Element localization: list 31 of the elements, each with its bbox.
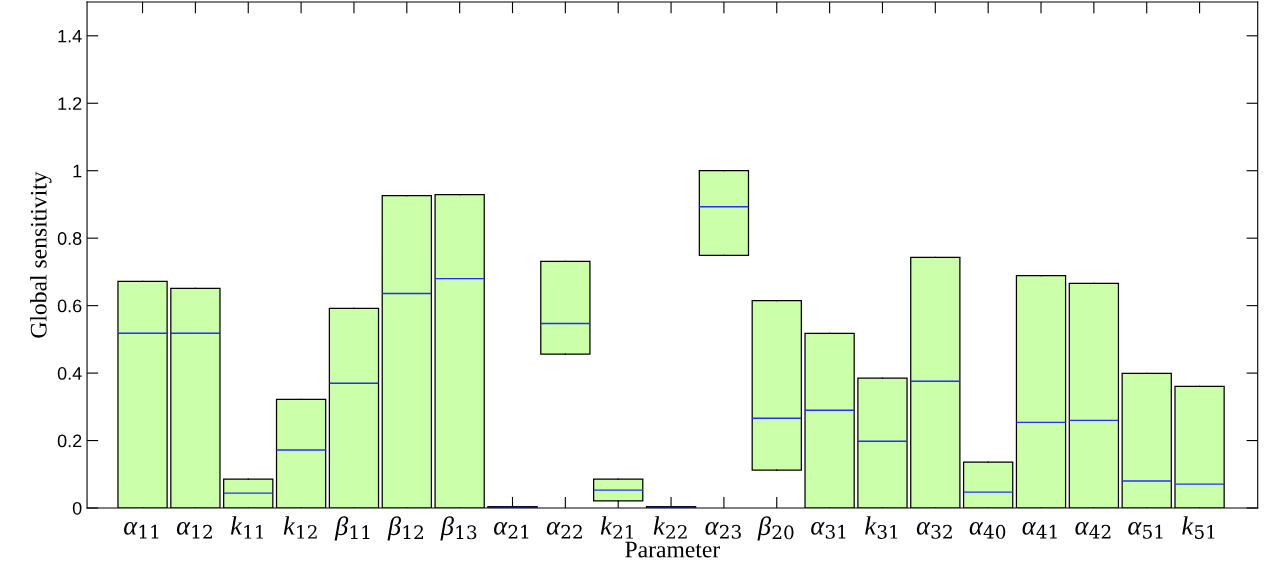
x-tick-label: k$_{22}$ [653, 516, 687, 539]
x-tick-label: β$_{20}$ [757, 516, 794, 541]
x-tick-label: k$_{31}$ [865, 516, 898, 539]
x-tick-label: α$_{31}$ [811, 522, 846, 539]
y-tick-label: 0.2 [57, 434, 82, 448]
x-tick-label: β$_{12}$ [387, 516, 424, 541]
y-tick-label: 0.4 [57, 367, 82, 380]
x-tick-label: α$_{21}$ [494, 522, 529, 539]
y-tick-label: 1.2 [58, 97, 82, 110]
x-tick-label: α$_{32}$ [916, 522, 952, 539]
x-tick-label: β$_{13}$ [440, 516, 477, 541]
y-tick-label: 1.4 [58, 29, 82, 43]
x-tick-label: k$_{21}$ [600, 516, 633, 539]
x-tick-label: k$_{11}$ [230, 516, 264, 539]
x-tick-label: α$_{23}$ [705, 522, 741, 539]
y-tick-label: 1 [73, 164, 82, 178]
x-tick-label: α$_{11}$ [124, 522, 159, 539]
y-axis-title: Global sensitivity [30, 171, 52, 338]
x-tick-label: α$_{22}$ [546, 522, 582, 539]
x-tick-label: α$_{40}$ [969, 522, 1006, 539]
y-tick-label: 0 [72, 501, 82, 515]
x-tick-label: α$_{51}$ [1128, 522, 1163, 539]
x-tick-label: α$_{12}$ [176, 522, 212, 539]
x-axis-title: Parameter [625, 541, 721, 558]
x-tick-label: α$_{42}$ [1075, 522, 1111, 539]
x-tick-label: β$_{11}$ [334, 516, 370, 541]
y-tick-label: 0.8 [57, 232, 82, 245]
x-tick-label: k$_{12}$ [283, 516, 317, 539]
y-tick-label: 0.6 [57, 299, 82, 313]
x-tick-label: α$_{41}$ [1022, 522, 1057, 539]
x-tick-label: k$_{51}$ [1182, 516, 1215, 539]
